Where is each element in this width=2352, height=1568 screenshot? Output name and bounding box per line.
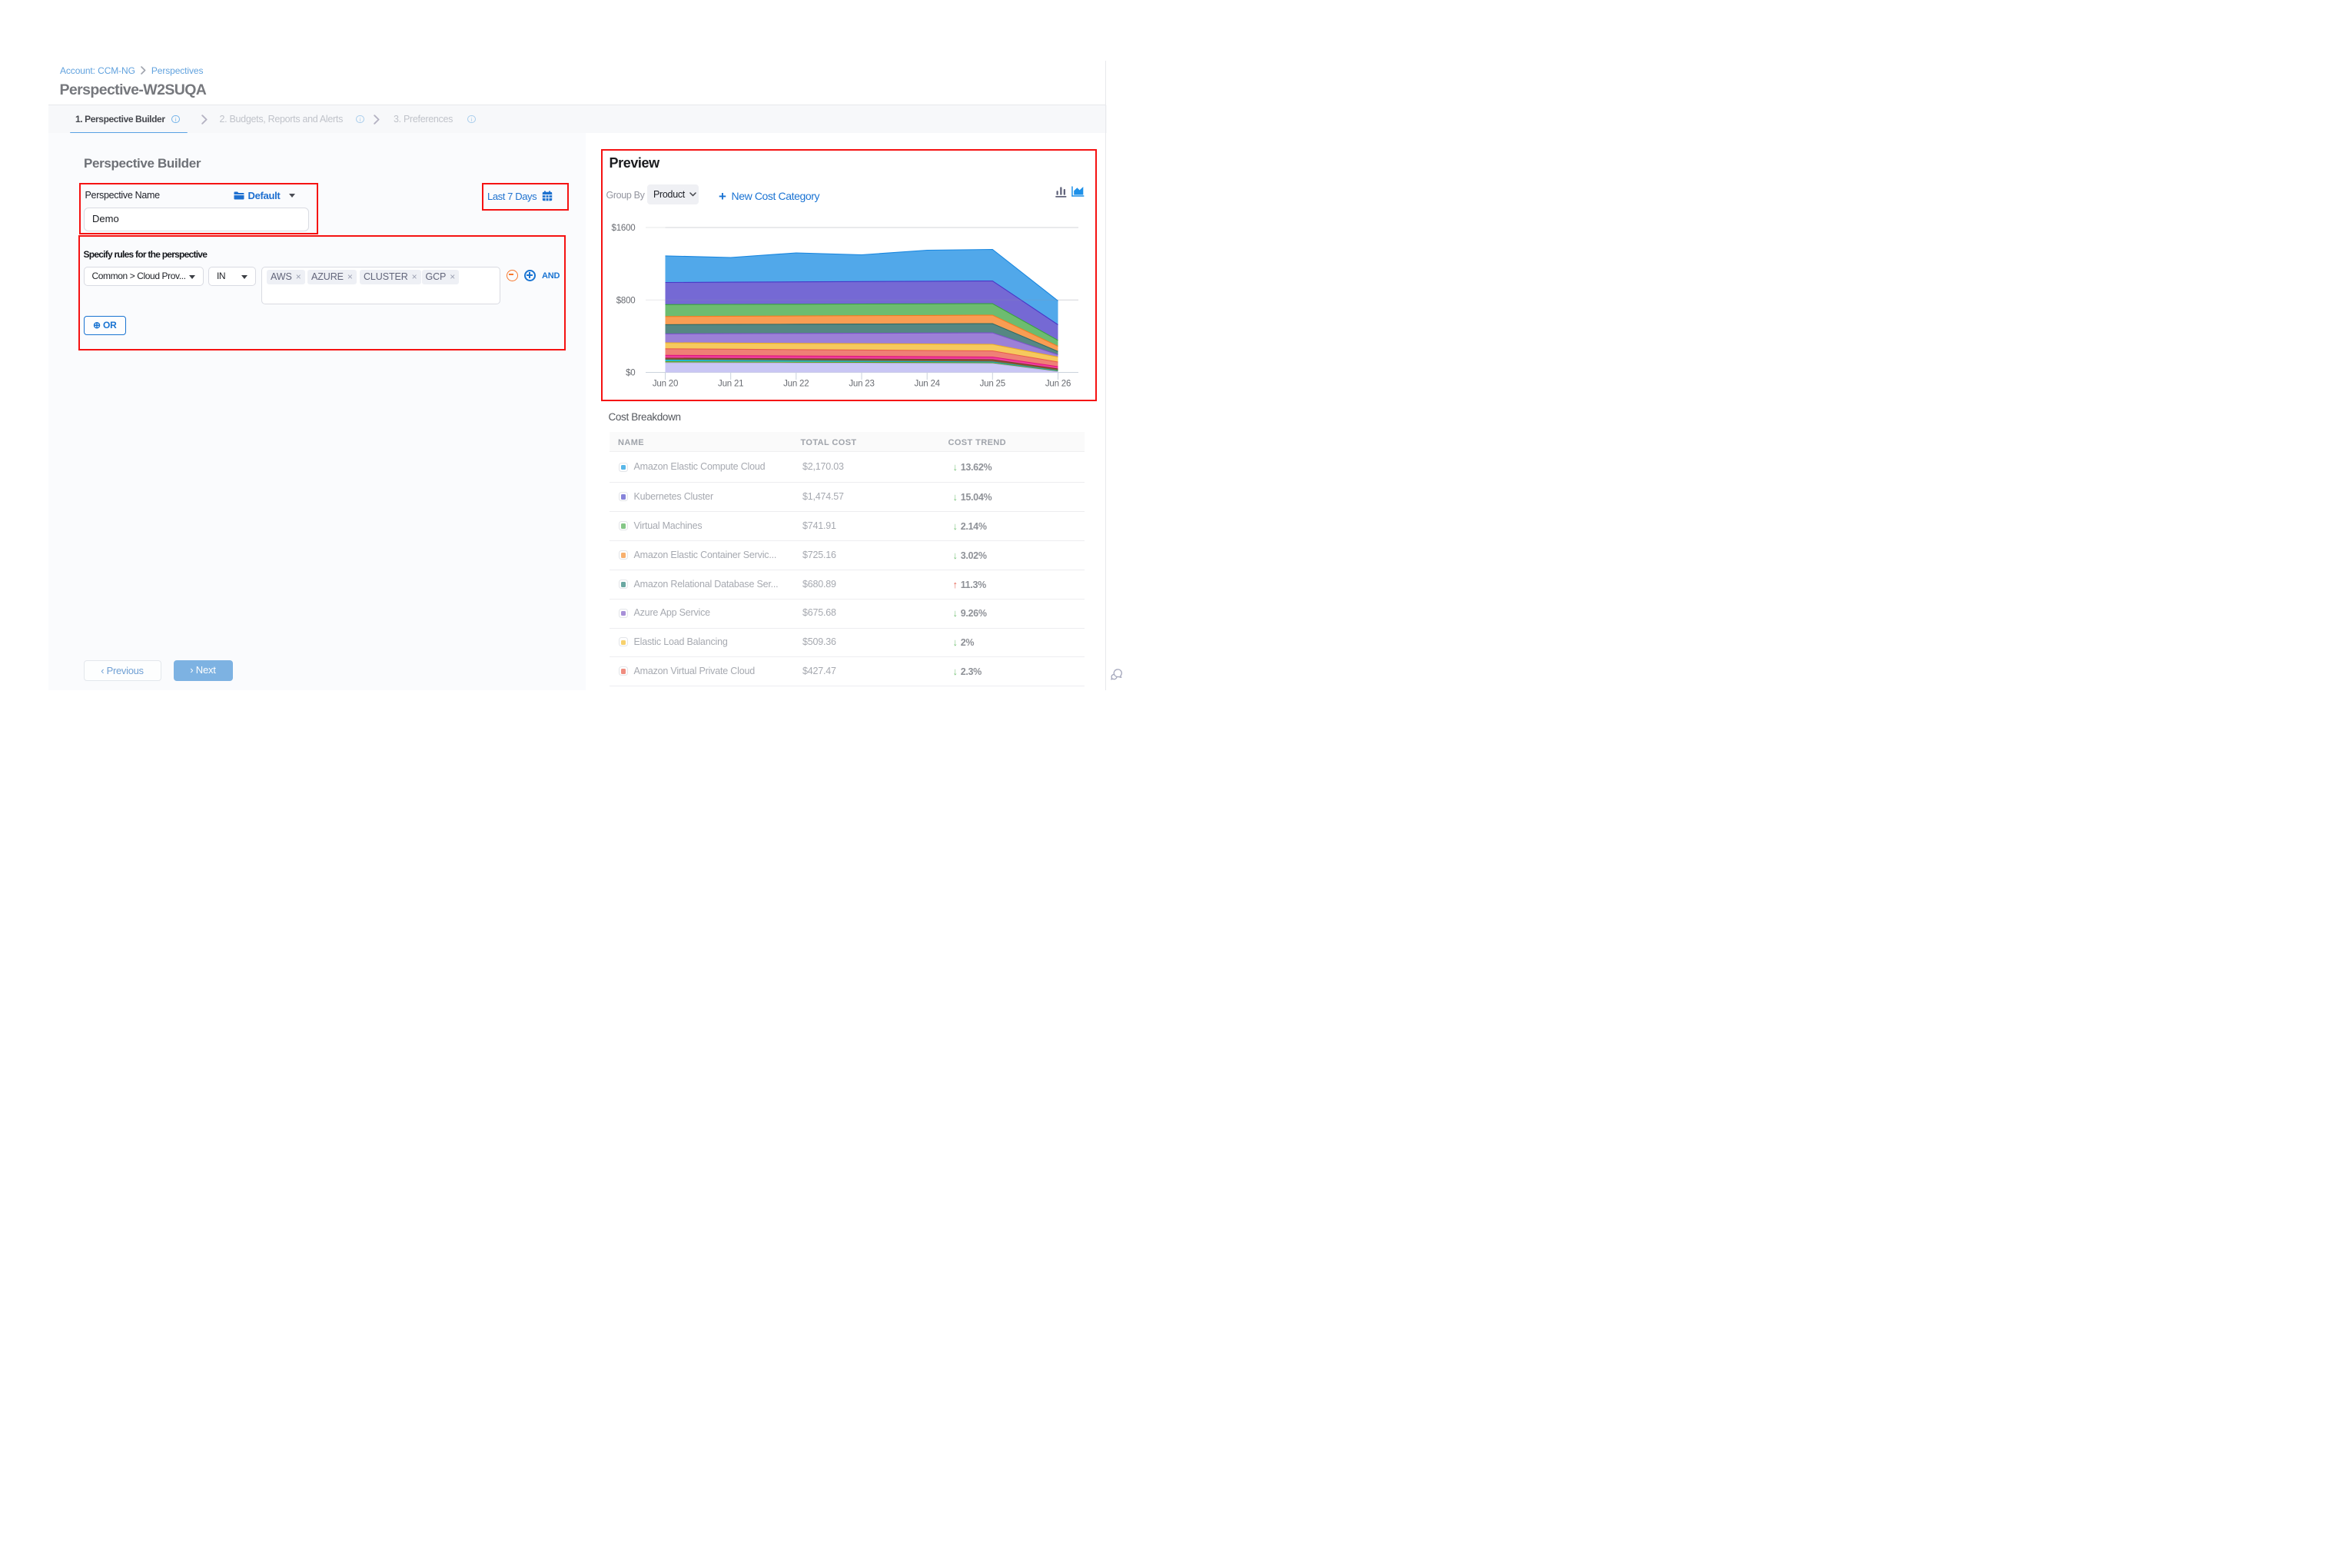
svg-text:Jun 22: Jun 22	[783, 380, 809, 389]
svg-text:$800: $800	[616, 296, 636, 305]
svg-text:Jun 24: Jun 24	[915, 380, 941, 389]
svg-text:$1600: $1600	[612, 224, 636, 233]
svg-text:Jun 25: Jun 25	[980, 380, 1005, 389]
svg-text:Jun 23: Jun 23	[849, 380, 874, 389]
svg-text:Jun 26: Jun 26	[1045, 380, 1071, 389]
svg-text:Jun 20: Jun 20	[653, 380, 678, 389]
svg-text:$0: $0	[626, 369, 635, 378]
svg-text:Jun 21: Jun 21	[718, 380, 743, 389]
